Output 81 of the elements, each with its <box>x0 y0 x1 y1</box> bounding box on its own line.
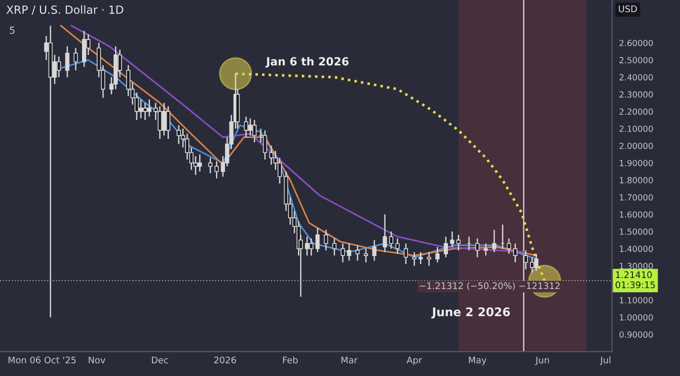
y-tick-label: 1.10000 <box>620 297 653 304</box>
candlestick <box>82 30 86 68</box>
y-tick-label: 2.10000 <box>620 126 653 132</box>
y-tick-label: 1.90000 <box>620 160 653 166</box>
x-tick-label: Dec <box>152 356 168 364</box>
candlestick <box>450 230 454 248</box>
y-tick-label: 2.00000 <box>620 142 653 150</box>
y-tick-label: 2.50000 <box>620 57 653 64</box>
y-tick-label: 1.60000 <box>620 211 653 218</box>
candlestick <box>166 106 170 140</box>
y-tick-label: 2.60000 <box>620 40 653 46</box>
candlestick <box>198 154 202 172</box>
candlestick <box>355 244 360 262</box>
candlestick <box>530 256 534 274</box>
x-tick-label: Nov <box>88 356 106 364</box>
candlestick <box>214 160 219 179</box>
candlestick <box>162 102 166 136</box>
candlestick <box>426 251 432 266</box>
candlestick <box>404 242 408 265</box>
candlestick <box>208 157 212 174</box>
x-tick-label: 2026 <box>214 356 236 364</box>
x-tick-label: Jul <box>600 356 610 366</box>
candlestick <box>435 246 440 264</box>
y-tick-label: 1.70000 <box>620 194 653 200</box>
candlestick <box>262 130 268 160</box>
x-tick-label: Mon 06 Oct '25 <box>8 356 76 364</box>
y-tick-label: 2.40000 <box>620 74 653 80</box>
candlestick <box>347 242 352 262</box>
candlestick <box>364 248 368 264</box>
annotation: June 2 2026 <box>431 307 510 319</box>
candlestick <box>484 242 488 256</box>
candlestick <box>324 229 328 252</box>
y-tick-label: 1.00000 <box>620 314 653 321</box>
candlestick <box>315 227 320 253</box>
y-axis-title: USD <box>618 5 637 12</box>
candlestick <box>389 230 394 250</box>
y-tick-label: 2.20000 <box>620 108 653 115</box>
candlestick <box>492 229 496 253</box>
candlestick <box>395 238 400 254</box>
ref-line-label: 1.21410 01:39:15 <box>616 271 655 288</box>
candlestick <box>138 98 144 119</box>
y-tick-label: 1.80000 <box>620 177 653 184</box>
chart-title: XRP / U.S. Dollar · 1D <box>6 5 124 15</box>
candlestick <box>248 118 252 136</box>
candlestick <box>412 251 416 266</box>
x-tick-label: Jun <box>535 356 549 366</box>
candlestick <box>418 251 423 265</box>
candlestick <box>372 239 376 262</box>
candlestick <box>340 242 345 264</box>
annotation: −1.21312 (−50.20%) −121312 <box>420 282 560 290</box>
candlestick <box>252 119 257 143</box>
candlestick <box>56 56 61 78</box>
y-tick-label: 1.40000 <box>620 246 653 252</box>
candlestick <box>176 124 181 145</box>
candlestick <box>147 98 152 118</box>
candlestick <box>444 236 448 258</box>
candlestick <box>332 238 336 256</box>
candlestick <box>456 234 461 252</box>
candlestick <box>158 106 162 140</box>
y-tick-label: 1.30000 <box>620 262 653 270</box>
candlestick <box>309 238 314 256</box>
x-tick-label: Apr <box>406 356 422 366</box>
candlestick <box>475 238 480 258</box>
candlestick <box>65 46 70 78</box>
x-tick-label: May <box>468 356 486 366</box>
candlestick <box>74 47 78 71</box>
candlestick <box>506 238 512 254</box>
candlestick <box>524 250 528 270</box>
candlestick <box>304 236 310 256</box>
candlestick <box>143 102 148 121</box>
candlestick <box>382 214 387 253</box>
candlestick <box>534 253 538 272</box>
annotation: Jan 6 th 2026 <box>265 56 349 68</box>
candlestick <box>244 116 248 138</box>
text: 5 <box>10 26 15 34</box>
candlestick <box>513 242 518 264</box>
y-tick-label: 0.90000 <box>619 331 653 338</box>
y-tick-label: 1.50000 <box>620 228 653 235</box>
x-tick-label: Feb <box>283 356 298 364</box>
x-tick-label: Mar <box>341 356 358 364</box>
y-tick-label: 2.30000 <box>620 91 653 98</box>
